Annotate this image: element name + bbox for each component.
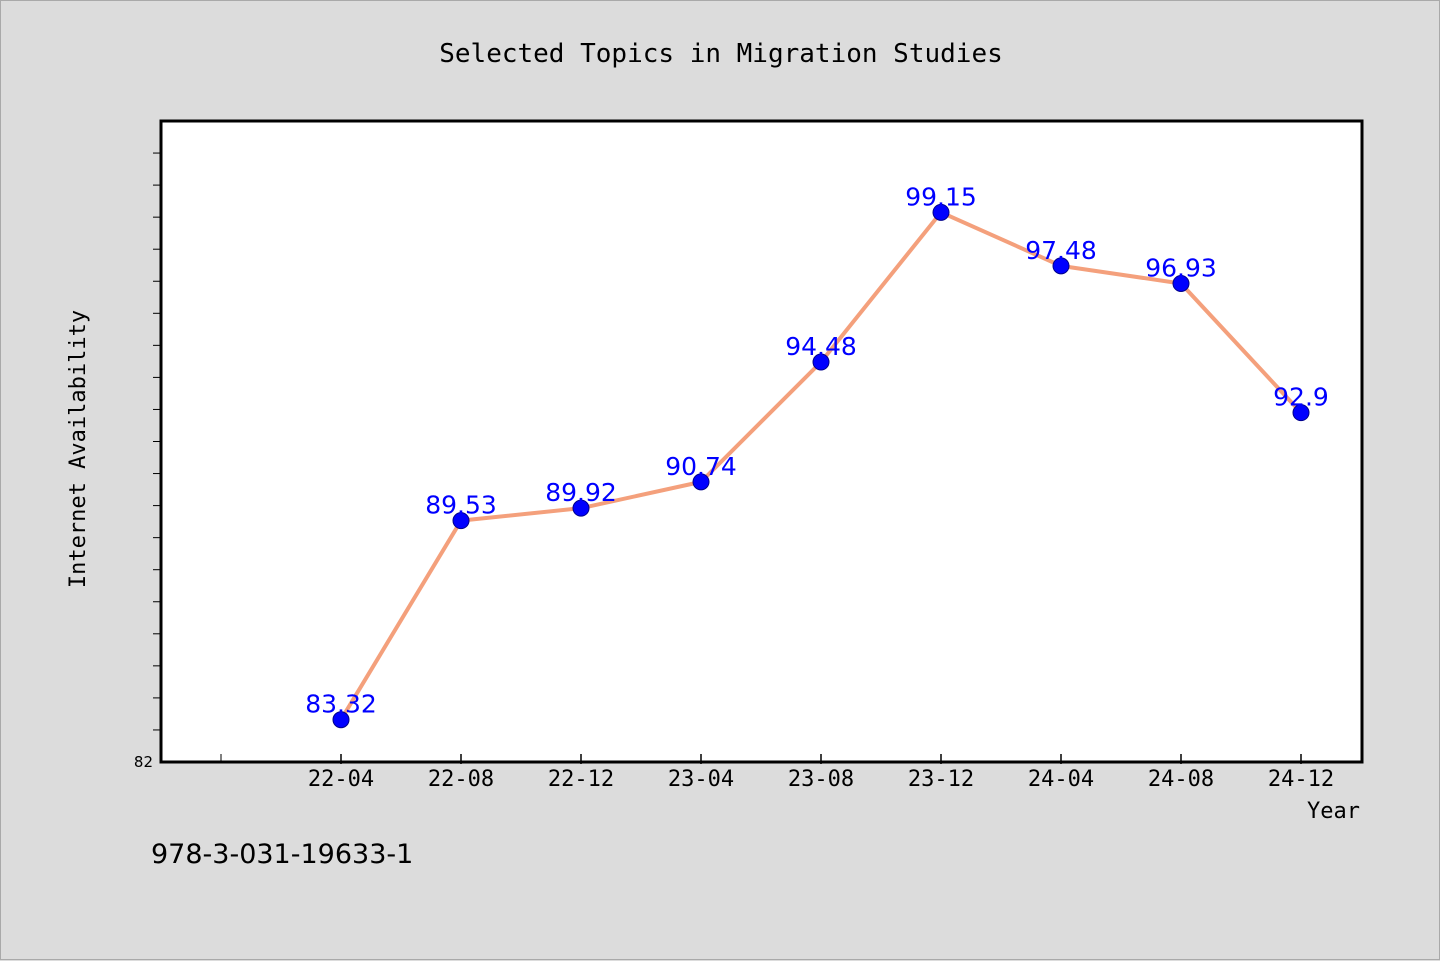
x-tick-label: 23-04: [668, 767, 734, 792]
data-point: [1052, 257, 1070, 275]
data-point: [452, 512, 470, 530]
data-label: 83.32: [305, 690, 377, 719]
x-tick-label: 23-12: [908, 767, 974, 792]
chart-title: Selected Topics in Migration Studies: [439, 39, 1003, 69]
data-point: [572, 499, 590, 517]
x-tick-label: 24-04: [1028, 767, 1094, 792]
data-label: 96.93: [1145, 253, 1217, 282]
data-labels: 83.32 89.53 89.92 90.74 94.48 99.15 97.48 96.93…: [305, 182, 1329, 718]
x-tick-label: 24-12: [1268, 767, 1334, 792]
y-axis-ticks: 82: [134, 152, 161, 771]
data-label: 89.92: [545, 478, 617, 507]
data-label: 99.15: [905, 182, 977, 211]
x-axis-label: Year: [1307, 799, 1360, 824]
series-markers: [332, 203, 1310, 729]
x-tick-label: 23-08: [788, 767, 854, 792]
x-tick-label: 22-04: [308, 767, 374, 792]
data-label: 97.48: [1025, 236, 1097, 265]
data-label: 89.53: [425, 491, 497, 520]
data-point: [932, 203, 950, 221]
x-tick-label: 22-12: [548, 767, 614, 792]
x-tick-label: 24-08: [1148, 767, 1214, 792]
plot-area: [159, 119, 1364, 764]
data-label: 94.48: [785, 332, 857, 361]
data-point: [332, 711, 350, 729]
data-point: [812, 353, 830, 371]
isbn-text: 978-3-031-19633-1: [151, 839, 413, 870]
x-axis-ticks: 22-04 22-08 22-12 23-04 23-08 23-12 24-04 24-08…: [220, 754, 1334, 792]
data-point: [692, 473, 710, 491]
data-label: 92.9: [1273, 383, 1329, 412]
y-axis-label: Internet Availability: [66, 310, 91, 588]
data-label: 90.74: [665, 452, 737, 481]
x-tick-label: 22-08: [428, 767, 494, 792]
data-point: [1172, 274, 1190, 292]
y-tick-label: 82: [134, 753, 153, 771]
data-point: [1292, 404, 1310, 422]
